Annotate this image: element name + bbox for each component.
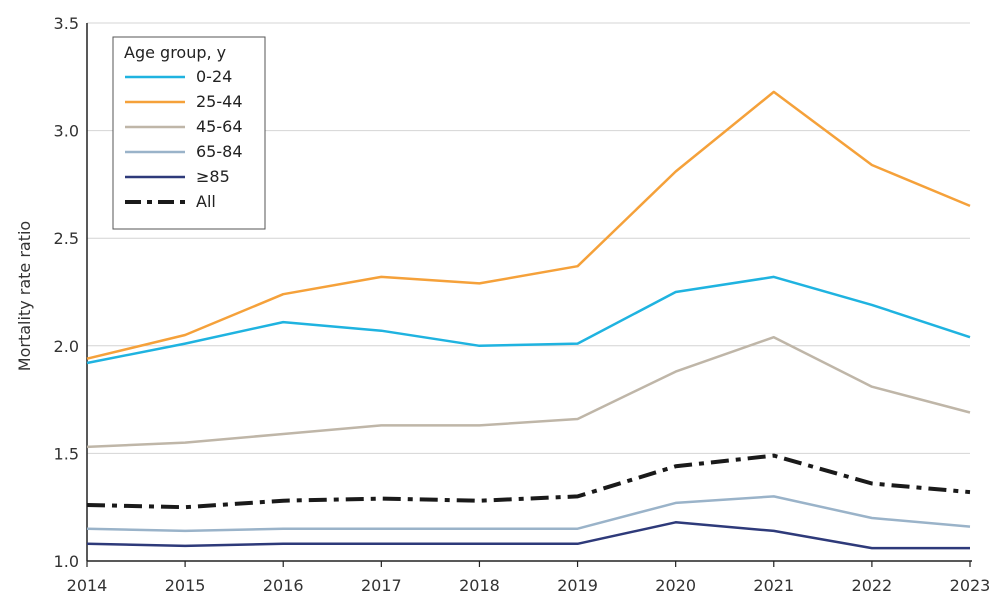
legend: Age group, y 0-24 25-44 45-64 65-84 ≥85 All (112, 36, 266, 230)
legend-items: 0-24 25-44 45-64 65-84 ≥85 All (125, 67, 243, 211)
legend-title: Age group, y (124, 43, 226, 62)
x-tick-label: 2016 (263, 576, 304, 595)
y-tick-label: 3.0 (54, 122, 79, 141)
x-tick-labels: 2014 2015 2016 2017 2018 2019 2020 2021 2022 2023 (67, 561, 991, 595)
x-tick-label: 2015 (165, 576, 206, 595)
y-axis-title: Mortality rate ratio (15, 221, 34, 371)
x-tick-label: 2017 (361, 576, 402, 595)
axes (86, 23, 972, 562)
x-tick-label: 2020 (655, 576, 696, 595)
y-tick-labels: 1.0 1.5 2.0 2.5 3.0 3.5 (54, 14, 79, 571)
y-tick-label: 2.5 (54, 229, 79, 248)
series-line-4 (86, 521, 970, 550)
series-line-2 (86, 335, 971, 449)
x-tick-label: 2018 (459, 576, 500, 595)
legend-label: 25-44 (196, 92, 243, 111)
x-tick-label: 2019 (557, 576, 598, 595)
y-tick-label: 3.5 (54, 14, 79, 33)
x-tick-label: 2021 (753, 576, 794, 595)
series-line-3 (86, 495, 971, 533)
series-line-0 (86, 275, 971, 365)
x-tick-label: 2023 (950, 576, 991, 595)
legend-label: ≥85 (196, 167, 230, 186)
y-tick-label: 2.0 (54, 337, 79, 356)
x-tick-label: 2014 (67, 576, 108, 595)
y-tick-label: 1.5 (54, 444, 79, 463)
x-tick-label: 2022 (852, 576, 893, 595)
legend-label: All (196, 192, 216, 211)
series-line-5 (86, 453, 971, 510)
series-line-1 (86, 90, 971, 360)
legend-label: 0-24 (196, 67, 232, 86)
legend-label: 45-64 (196, 117, 243, 136)
legend-label: 65-84 (196, 142, 243, 161)
y-tick-label: 1.0 (54, 552, 79, 571)
legend-box (112, 36, 266, 230)
series-lines (86, 90, 971, 550)
